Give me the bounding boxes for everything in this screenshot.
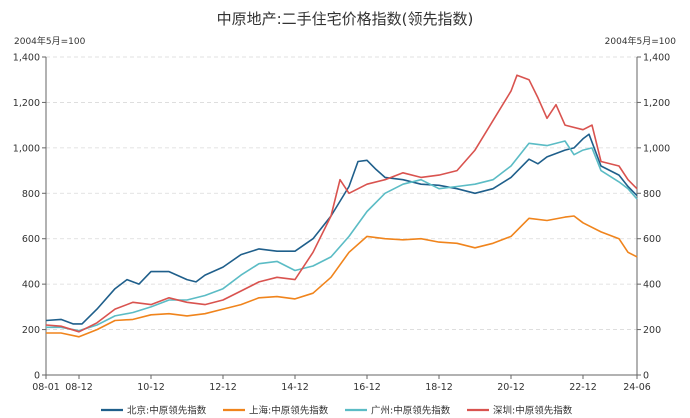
x-tick-label: 20-12: [497, 382, 525, 393]
series-lines: [45, 74, 638, 338]
x-tick-label: 12-12: [209, 382, 237, 393]
y-tick-label-right: 600: [643, 234, 661, 245]
y-tick-label-right: 400: [643, 280, 661, 291]
legend-item[interactable]: 深圳:中原领先指数: [467, 405, 573, 417]
x-tick-label: 24-06: [623, 382, 651, 393]
y-tick-label-right: 0: [643, 371, 649, 382]
y-tick-label-left: 1,400: [13, 53, 40, 64]
y-tick-label-left: 0: [34, 371, 40, 382]
legend-label: 广州:中原领先指数: [371, 405, 451, 417]
y-tick-label-left: 200: [22, 325, 40, 336]
series-line: [46, 215, 638, 338]
gridlines: [46, 56, 637, 330]
x-tick-label: 18-12: [425, 382, 453, 393]
x-tick-label: 08-12: [65, 382, 93, 393]
series-line: [45, 74, 638, 333]
legend-item[interactable]: 广州:中原领先指数: [345, 405, 451, 417]
left-axis-unit: 2004年5月=100: [14, 35, 86, 47]
series-line: [46, 140, 638, 332]
y-tick-label-right: 1,000: [643, 143, 670, 154]
legend-item[interactable]: 北京:中原领先指数: [101, 405, 207, 417]
legend: 北京:中原领先指数 上海:中原领先指数 广州:中原领先指数 深圳:中原领先指数: [101, 405, 573, 417]
legend-label: 上海:中原领先指数: [249, 405, 329, 417]
x-tick-label: 16-12: [353, 382, 381, 393]
y-tick-label-right: 800: [643, 189, 661, 200]
chart-title: 中原地产:二手住宅价格指数(领先指数): [217, 10, 474, 28]
legend-label: 深圳:中原领先指数: [493, 405, 573, 417]
y-tick-label-left: 1,000: [13, 143, 40, 154]
right-axis-unit: 2004年5月=100: [605, 35, 677, 47]
series-line: [45, 133, 638, 325]
y-tick-label-left: 1,200: [13, 98, 40, 109]
y-tick-label-left: 600: [22, 234, 40, 245]
y-tick-label-left: 400: [22, 280, 40, 291]
axes: 0 0 200 200 400 400 600 600 800 800 1,000 1,000 1,20…: [13, 53, 670, 394]
legend-item[interactable]: 上海:中原领先指数: [223, 405, 329, 417]
y-tick-label-right: 1,400: [643, 53, 670, 64]
x-tick-label: 14-12: [281, 382, 309, 393]
y-tick-label-right: 1,200: [643, 98, 670, 109]
x-tick-label: 10-12: [137, 382, 165, 393]
y-tick-label-left: 800: [22, 189, 40, 200]
y-tick-label-right: 200: [643, 325, 661, 336]
x-tick-label: 08-01: [32, 382, 60, 393]
x-tick-label: 22-12: [569, 382, 597, 393]
legend-label: 北京:中原领先指数: [127, 405, 207, 417]
